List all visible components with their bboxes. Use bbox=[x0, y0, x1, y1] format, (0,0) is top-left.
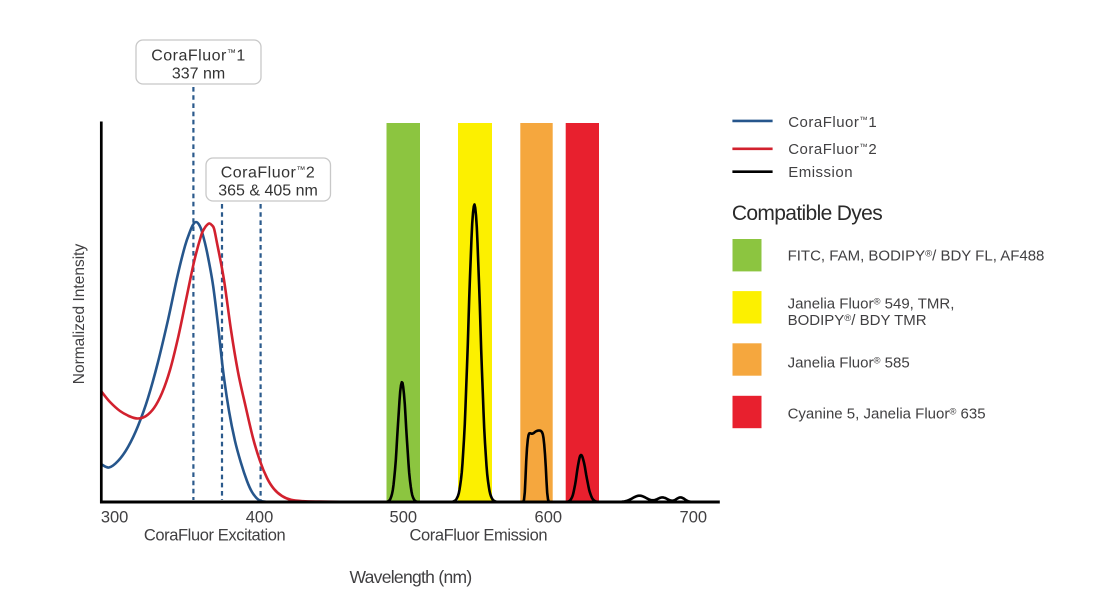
svg-text:400: 400 bbox=[246, 509, 274, 527]
svg-text:CoraFluor™2: CoraFluor™2 bbox=[221, 165, 316, 182]
svg-text:FITC, FAM, BODIPY®/ BDY FL, AF: FITC, FAM, BODIPY®/ BDY FL, AF488 bbox=[788, 248, 1045, 265]
svg-text:Janelia Fluor® 585: Janelia Fluor® 585 bbox=[788, 355, 910, 372]
svg-text:337 nm: 337 nm bbox=[172, 66, 225, 83]
svg-text:Emission: Emission bbox=[788, 164, 853, 181]
svg-text:Cyanine 5, Janelia Fluor® 635: Cyanine 5, Janelia Fluor® 635 bbox=[788, 406, 986, 423]
svg-text:600: 600 bbox=[535, 509, 563, 527]
svg-text:365 & 405 nm: 365 & 405 nm bbox=[218, 183, 318, 200]
svg-text:300: 300 bbox=[101, 509, 129, 527]
svg-text:CoraFluor™1: CoraFluor™1 bbox=[788, 114, 877, 131]
svg-text:Normalized Intensity: Normalized Intensity bbox=[71, 244, 88, 385]
svg-text:CoraFluor™1: CoraFluor™1 bbox=[151, 48, 246, 65]
svg-text:CoraFluor™2: CoraFluor™2 bbox=[788, 141, 877, 158]
svg-text:CoraFluor Excitation: CoraFluor Excitation bbox=[144, 527, 286, 545]
svg-text:Wavelength (nm): Wavelength (nm) bbox=[349, 567, 471, 587]
svg-text:Janelia Fluor® 549, TMR,: Janelia Fluor® 549, TMR, bbox=[788, 295, 955, 312]
svg-text:Compatible Dyes: Compatible Dyes bbox=[732, 202, 882, 225]
svg-text:BODIPY®/ BDY TMR: BODIPY®/ BDY TMR bbox=[788, 312, 927, 329]
svg-text:500: 500 bbox=[390, 509, 418, 527]
svg-text:700: 700 bbox=[680, 509, 708, 527]
svg-text:CoraFluor Emission: CoraFluor Emission bbox=[409, 527, 547, 545]
